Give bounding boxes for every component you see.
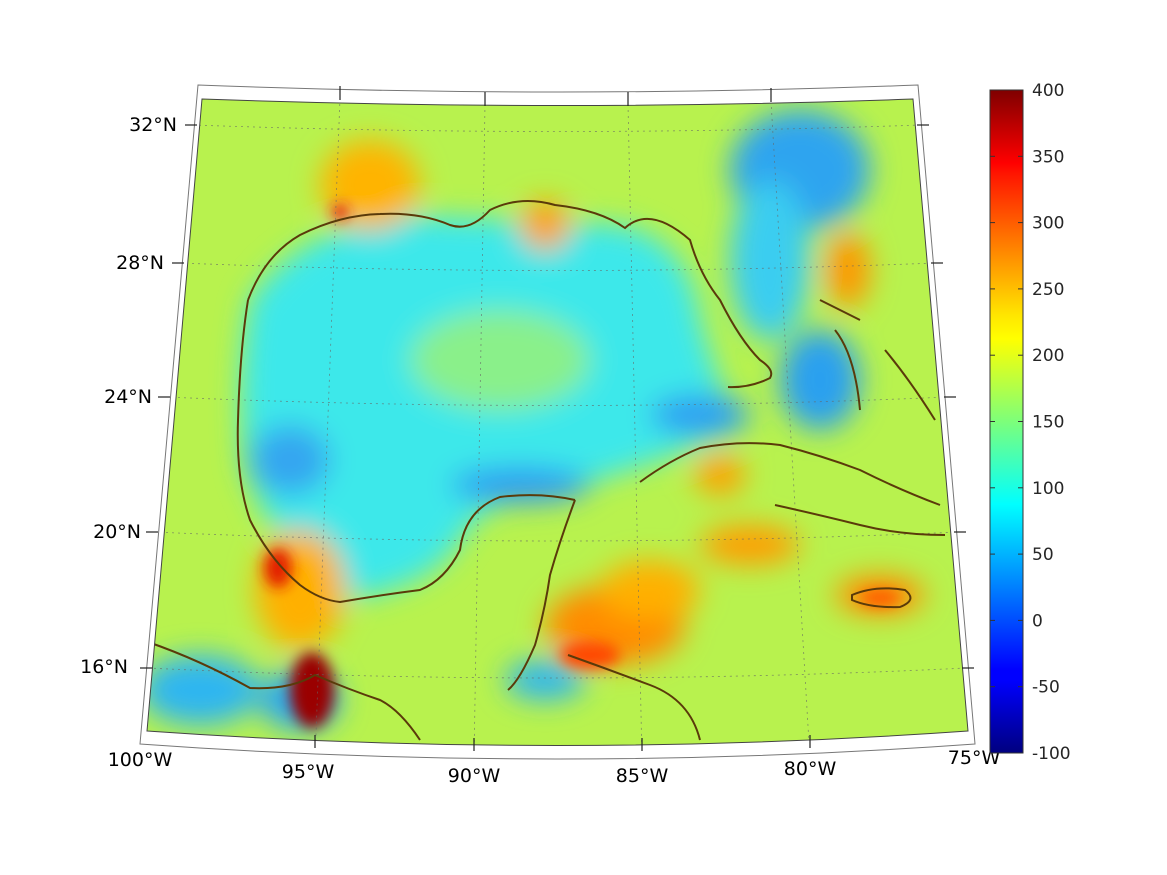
lat-ticks [140,124,974,669]
lon-label-85: 85°W [616,765,669,787]
lat-label-16: 16°N [80,656,128,678]
colorbar-tick-label: 50 [1032,545,1054,565]
map-frame-outer [139,84,976,760]
colorbar-tick-label: 200 [1032,346,1064,366]
coastlines [147,200,946,741]
lon-label-95: 95°W [282,761,335,783]
colorbar-tick-label: 350 [1032,147,1064,167]
lon-label-75: 75°W [948,747,1001,769]
colorbar-tick-label: 100 [1032,479,1064,499]
colorbar-ticks: 400 350 300 250 200 150 100 50 0 -50 -100 [990,81,1071,764]
lat-labels: 32°N 28°N 24°N 20°N 16°N [80,114,177,678]
lon-ticks [314,86,811,751]
graticule [147,99,967,746]
lat-label-24: 24°N [104,386,152,408]
heat-field [147,99,968,746]
colorbar-tick-label: 400 [1032,81,1064,101]
lat-label-28: 28°N [116,252,164,274]
lat-label-20: 20°N [93,521,141,543]
colorbar-tick-label: -100 [1032,744,1071,764]
lat-label-32: 32°N [129,114,177,136]
colorbar-tick-label: 300 [1032,214,1064,234]
colorbar-tick-label: -50 [1032,678,1060,698]
map-frame [146,98,969,746]
lon-label-90: 90°W [448,765,501,787]
colorbar-tick-label: 250 [1032,280,1064,300]
lon-labels: 100°W 95°W 90°W 85°W 80°W 75°W [108,747,1001,787]
lon-label-100: 100°W [108,749,173,771]
colorbar [989,89,1024,754]
colorbar-tick-label: 0 [1032,611,1043,631]
colorbar-tick-label: 150 [1032,413,1064,433]
lon-label-80: 80°W [784,758,837,780]
